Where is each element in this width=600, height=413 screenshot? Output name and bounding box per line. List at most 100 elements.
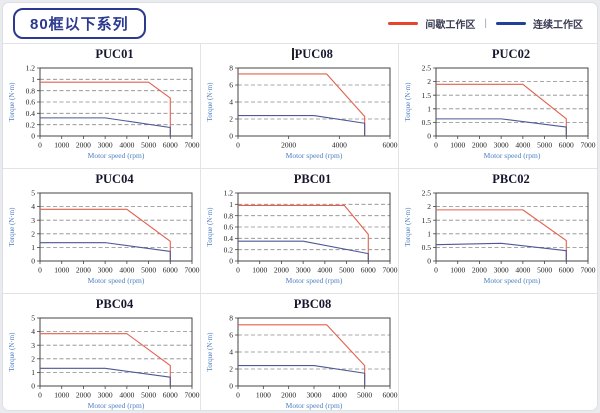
svg-text:4000: 4000 (515, 266, 530, 275)
svg-text:0.2: 0.2 (25, 120, 35, 129)
svg-text:3000: 3000 (306, 391, 321, 400)
chart-title: PUC08 (201, 47, 398, 62)
svg-text:0.6: 0.6 (223, 223, 233, 232)
chart-title: PBC02 (492, 172, 530, 186)
svg-text:2000: 2000 (472, 141, 487, 150)
svg-text:0.8: 0.8 (25, 86, 35, 95)
svg-text:1.5: 1.5 (422, 216, 432, 225)
svg-text:5000: 5000 (357, 391, 372, 400)
torque-speed-chart-puc02: 0 0.5 1 1.5 2 2.5 0 1000 2000 3000 4000 5000 6000 700… (404, 64, 596, 160)
svg-text:2000: 2000 (273, 266, 288, 275)
chart-title: PUC02 (491, 47, 531, 61)
chart-title: PBC08 (293, 297, 332, 311)
chart-cell-pbc01: PBC01 0 0.2 0.4 0.6 0.8 1 1.2 0 1000 2000 3000 4000… (201, 168, 399, 293)
svg-text:1000: 1000 (54, 266, 69, 275)
svg-text:2000: 2000 (75, 141, 90, 150)
svg-text:4000: 4000 (119, 391, 134, 400)
chart-cell-pbc08: PBC08 0 2 4 6 8 0 1000 2000 3000 4000 5000 6000 Moto… (201, 293, 399, 410)
torque-speed-chart-pbc02: 0 0.5 1 1.5 2 2.5 0 1000 2000 3000 4000 5000 6000 700… (404, 189, 596, 285)
chart-title: PBC01 (293, 172, 332, 186)
torque-speed-chart-puc08: 0 2 4 6 8 0 2000 4000 6000 Motor speed (rpm) Torqu… (206, 64, 398, 160)
svg-text:Motor speed (rpm): Motor speed (rpm) (285, 401, 342, 410)
svg-text:4000: 4000 (119, 266, 134, 275)
torque-speed-chart-puc01: 0 0.2 0.4 0.6 0.8 1 1.2 0 1000 2000 3000 4000 5000 60… (8, 64, 200, 160)
svg-text:2: 2 (427, 77, 431, 86)
svg-text:5000: 5000 (141, 141, 156, 150)
svg-text:6: 6 (229, 81, 233, 90)
chart-cell-puc08: PUC08 0 2 4 6 8 0 2000 4000 6000 Motor speed (rpm… (201, 43, 399, 168)
svg-text:5000: 5000 (537, 141, 552, 150)
svg-text:0: 0 (427, 132, 431, 141)
svg-text:1: 1 (31, 243, 35, 252)
svg-text:2.5: 2.5 (422, 64, 432, 73)
chart-title: PBC04 (95, 297, 134, 311)
svg-text:0: 0 (31, 382, 35, 391)
svg-text:6000: 6000 (360, 266, 375, 275)
svg-text:6000: 6000 (382, 391, 397, 400)
legend-item-continuous: 连续工作区 (496, 16, 583, 31)
chart-cell-puc01: PUC01 0 0.2 0.4 0.6 0.8 1 1.2 0 1000 2000 3000 4000… (3, 43, 201, 168)
svg-text:3000: 3000 (295, 266, 310, 275)
svg-text:0.4: 0.4 (223, 234, 233, 243)
svg-text:6000: 6000 (382, 141, 397, 150)
svg-text:1: 1 (31, 75, 35, 84)
svg-text:7000: 7000 (184, 141, 199, 150)
torque-speed-chart-puc04: 0 1 2 3 4 5 0 1000 2000 3000 4000 5000 6000 7000 Motor… (8, 189, 200, 285)
svg-text:0: 0 (434, 141, 438, 150)
svg-text:7000: 7000 (184, 266, 199, 275)
svg-text:1000: 1000 (252, 266, 267, 275)
svg-text:2: 2 (229, 115, 233, 124)
svg-text:Torque (N·m): Torque (N·m) (8, 207, 16, 247)
svg-text:0: 0 (229, 132, 233, 141)
svg-text:5000: 5000 (537, 266, 552, 275)
svg-text:Motor speed (rpm): Motor speed (rpm) (87, 151, 144, 160)
svg-text:8: 8 (229, 64, 233, 73)
svg-text:7000: 7000 (581, 141, 596, 150)
svg-text:Torque (N·m): Torque (N·m) (8, 332, 16, 372)
torque-speed-chart-pbc01: 0 0.2 0.4 0.6 0.8 1 1.2 0 1000 2000 3000 4000 5000 60… (206, 189, 398, 285)
svg-text:5000: 5000 (141, 391, 156, 400)
chart-grid: PUC01 0 0.2 0.4 0.6 0.8 1 1.2 0 1000 2000 3000 4000… (3, 43, 597, 410)
svg-text:5: 5 (31, 189, 35, 198)
svg-text:0.6: 0.6 (25, 98, 35, 107)
header: 80框以下系列 间歇工作区 | 连续工作区 (3, 3, 597, 43)
svg-text:4: 4 (229, 98, 233, 107)
legend-label: 连续工作区 (533, 19, 583, 31)
svg-text:1.5: 1.5 (422, 91, 432, 100)
text-cursor (292, 48, 294, 60)
empty-cell (399, 293, 597, 410)
svg-text:1000: 1000 (450, 266, 465, 275)
svg-text:4000: 4000 (331, 391, 346, 400)
svg-text:1: 1 (229, 200, 233, 209)
svg-text:0: 0 (31, 132, 35, 141)
svg-text:0.4: 0.4 (25, 109, 35, 118)
torque-speed-chart-pbc04: 0 1 2 3 4 5 0 1000 2000 3000 4000 5000 6000 7000 Motor… (8, 314, 200, 410)
svg-text:0.5: 0.5 (422, 118, 432, 127)
svg-text:Motor speed (rpm): Motor speed (rpm) (484, 151, 541, 160)
svg-text:0: 0 (229, 382, 233, 391)
svg-text:3000: 3000 (97, 266, 112, 275)
svg-text:1000: 1000 (450, 141, 465, 150)
svg-text:3: 3 (31, 216, 35, 225)
svg-text:Torque (N·m): Torque (N·m) (404, 207, 412, 247)
svg-text:0: 0 (31, 257, 35, 266)
svg-text:2: 2 (427, 202, 431, 211)
chart-cell-puc02: PUC02 0 0.5 1 1.5 2 2.5 0 1000 2000 3000 4000 5000 6… (399, 43, 597, 168)
svg-text:0: 0 (427, 257, 431, 266)
continuous-line-swatch (496, 21, 526, 25)
svg-text:Motor speed (rpm): Motor speed (rpm) (484, 276, 541, 285)
svg-text:2000: 2000 (281, 141, 296, 150)
svg-text:1000: 1000 (54, 141, 69, 150)
svg-text:0.2: 0.2 (223, 245, 233, 254)
svg-text:0: 0 (236, 391, 240, 400)
svg-text:2000: 2000 (281, 391, 296, 400)
svg-text:2.5: 2.5 (422, 189, 432, 198)
svg-text:Torque (N·m): Torque (N·m) (206, 82, 214, 122)
svg-text:Torque (N·m): Torque (N·m) (206, 207, 214, 247)
svg-text:3: 3 (31, 341, 35, 350)
svg-text:4: 4 (31, 327, 35, 336)
svg-text:7000: 7000 (581, 266, 596, 275)
svg-text:0: 0 (236, 141, 240, 150)
svg-text:6000: 6000 (162, 266, 177, 275)
